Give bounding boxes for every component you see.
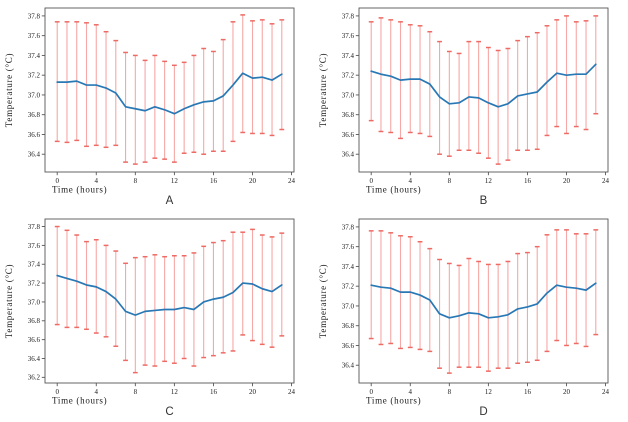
axes-frame: [44, 218, 295, 384]
y-tick-label: 37.8: [342, 223, 355, 231]
y-tick-label: 37.6: [342, 243, 355, 251]
chart-b-canvas: 36.4 36.6 36.8 37.0 37.2 37.4 37.6 37.8 0 4 8 12 16 2…: [314, 0, 628, 211]
y-tick-label: 37.4: [28, 52, 41, 60]
subplot-d: 36.4 36.6 36.8 37.0 37.2 37.4 37.6 37.8 0 4 8 12 16 2…: [314, 211, 628, 422]
y-tick-label: 36.6: [28, 336, 41, 344]
x-tick-label: 20: [563, 388, 571, 396]
y-tick-label: 37.4: [342, 52, 355, 60]
y-axis-label: Temperature (°C): [318, 53, 328, 127]
mean-temperature-line: [370, 282, 597, 319]
x-tick-label: 4: [95, 177, 99, 185]
axes: 36.4 36.6 36.8 37.0 37.2 37.4 37.6 37.8 0 4 8 12 16 2…: [314, 211, 628, 422]
y-tick-label: 36.2: [28, 374, 41, 382]
subplot-c-caption: C: [165, 406, 173, 418]
x-tick-label: 12: [485, 388, 493, 396]
plot-background: [0, 0, 314, 211]
x-axis-label: Time (hours): [52, 185, 107, 195]
y-tick-label: 36.8: [342, 111, 355, 119]
plot-background: [314, 0, 628, 211]
x-tick-label: 4: [409, 177, 413, 185]
subplot-c: 36.2 36.4 36.6 36.8 37.0 37.2 37.4 37.6 37.8 0 4 8 1…: [0, 211, 314, 422]
y-tick-label: 37.6: [28, 242, 41, 250]
y-tick-label: 36.4: [342, 151, 355, 159]
x-tick-label: 8: [134, 177, 138, 185]
x-axis-label: Time (hours): [366, 185, 421, 195]
axes: 36.4 36.6 36.8 37.0 37.2 37.4 37.6 37.8 0 4 8 12 16 2…: [314, 0, 628, 211]
x-tick-label: 16: [524, 177, 532, 185]
y-tick-label: 37.8: [28, 12, 41, 20]
y-tick-label: 37.8: [342, 12, 355, 20]
x-tick-label: 0: [55, 388, 59, 396]
x-tick-label: 24: [602, 388, 610, 396]
y-tick-label: 37.0: [342, 302, 355, 310]
y-tick-label: 37.4: [28, 261, 41, 269]
y-tick-label: 36.8: [28, 317, 41, 325]
axes-frame: [44, 7, 295, 173]
y-tick-label: 36.4: [28, 355, 41, 363]
x-tick-label: 8: [448, 388, 452, 396]
y-tick-label: 37.4: [342, 263, 355, 271]
axes-frame: [358, 7, 609, 173]
plot-background: [314, 211, 628, 422]
x-axis-label: Time (hours): [366, 396, 421, 406]
y-axis-label: Temperature (°C): [4, 53, 14, 127]
x-axis-label: Time (hours): [52, 396, 107, 406]
axes: 36.4 36.6 36.8 37.0 37.2 37.4 37.6 37.8 0 4 8 12 16 2…: [0, 0, 314, 211]
chart-a-canvas: 36.4 36.6 36.8 37.0 37.2 37.4 37.6 37.8 0 4 8 12 16 2…: [0, 0, 314, 211]
x-tick-label: 24: [602, 177, 610, 185]
y-tick-label: 36.4: [342, 362, 355, 370]
x-tick-label: 16: [210, 388, 218, 396]
y-tick-label: 36.6: [28, 131, 41, 139]
x-tick-label: 24: [288, 177, 296, 185]
y-tick-label: 36.6: [342, 342, 355, 350]
axes: 36.2 36.4 36.6 36.8 37.0 37.2 37.4 37.6 37.8 0 4 8 1…: [0, 211, 314, 422]
x-tick-label: 0: [55, 177, 59, 185]
y-tick-label: 37.2: [342, 283, 355, 291]
y-tick-label: 37.8: [28, 223, 41, 231]
y-tick-label: 36.8: [28, 111, 41, 119]
x-tick-label: 8: [448, 177, 452, 185]
y-tick-label: 37.2: [342, 72, 355, 80]
axes-frame: [358, 218, 609, 384]
x-tick-label: 12: [485, 177, 493, 185]
x-tick-label: 20: [249, 388, 257, 396]
y-axis-label: Temperature (°C): [4, 264, 14, 338]
y-axis-label: Temperature (°C): [318, 264, 328, 338]
mean-temperature-line: [56, 274, 283, 316]
y-tick-label: 36.8: [342, 322, 355, 330]
y-tick-label: 36.4: [28, 151, 41, 159]
x-tick-label: 4: [409, 388, 413, 396]
chart-d-canvas: 36.4 36.6 36.8 37.0 37.2 37.4 37.6 37.8 0 4 8 12 16 2…: [314, 211, 628, 422]
x-tick-label: 0: [369, 177, 373, 185]
x-tick-label: 12: [171, 388, 179, 396]
subplot-a-caption: A: [166, 195, 174, 207]
y-tick-label: 37.2: [28, 72, 41, 80]
mean-temperature-line: [370, 63, 597, 108]
x-tick-label: 4: [95, 388, 99, 396]
y-tick-label: 37.2: [28, 279, 41, 287]
y-tick-label: 37.0: [342, 91, 355, 99]
y-tick-label: 36.6: [342, 131, 355, 139]
x-tick-label: 0: [369, 388, 373, 396]
subplot-a: 36.4 36.6 36.8 37.0 37.2 37.4 37.6 37.8 0 4 8 12 16 2…: [0, 0, 314, 211]
y-tick-label: 37.0: [28, 298, 41, 306]
y-tick-label: 37.6: [342, 32, 355, 40]
x-tick-label: 16: [210, 177, 218, 185]
x-tick-label: 20: [563, 177, 571, 185]
subplot-d-caption: D: [479, 406, 487, 418]
x-tick-label: 24: [288, 388, 296, 396]
y-tick-label: 37.0: [28, 91, 41, 99]
x-tick-label: 12: [171, 177, 179, 185]
y-tick-label: 37.6: [28, 32, 41, 40]
x-tick-label: 16: [524, 388, 532, 396]
x-tick-label: 8: [134, 388, 138, 396]
subplot-b-caption: B: [480, 195, 488, 207]
subplot-b: 36.4 36.6 36.8 37.0 37.2 37.4 37.6 37.8 0 4 8 12 16 2…: [314, 0, 628, 211]
plot-background: [0, 211, 314, 422]
mean-temperature-line: [56, 72, 283, 115]
chart-c-canvas: 36.2 36.4 36.6 36.8 37.0 37.2 37.4 37.6 37.8 0 4 8 1…: [0, 211, 314, 422]
x-tick-label: 20: [249, 177, 257, 185]
